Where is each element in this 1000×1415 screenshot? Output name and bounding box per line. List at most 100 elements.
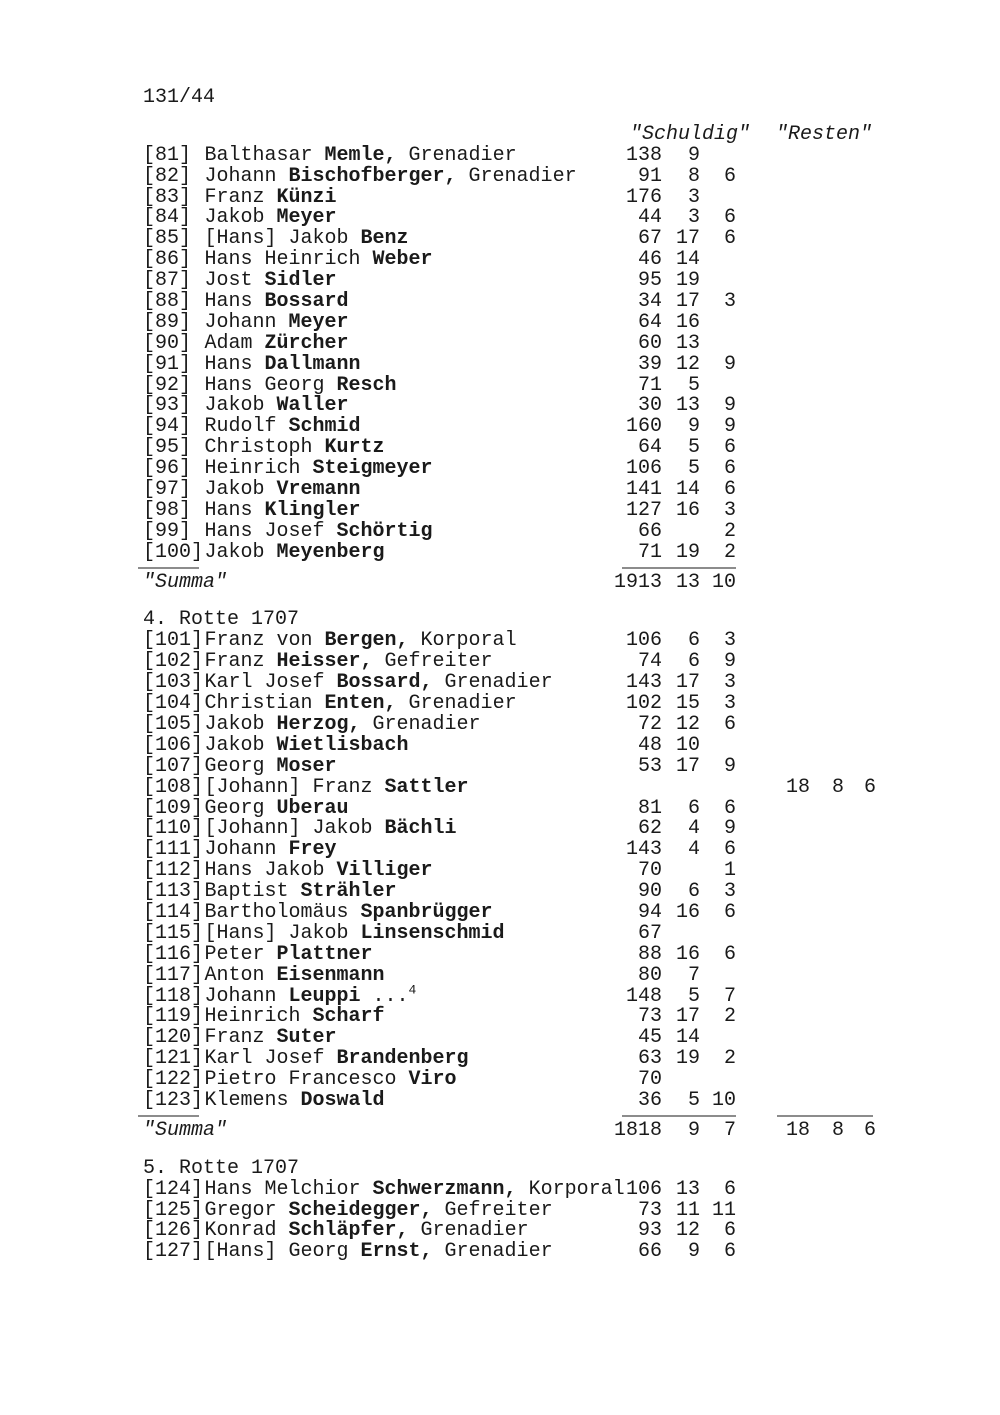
- entry-name: Johann Leuppi ...4: [204, 981, 417, 1008]
- surname: Schläpfer,: [288, 1219, 409, 1243]
- schuldig-value: 39: [637, 352, 662, 376]
- schuldig-value: 6: [687, 650, 700, 674]
- entry-number: [85]: [143, 227, 192, 251]
- surname: Dallmann: [264, 352, 361, 376]
- schuldig-value: 17: [675, 754, 700, 778]
- schuldig-value: 7: [687, 963, 700, 987]
- surname: Linsenschmid: [360, 921, 505, 945]
- schuldig-total: 13: [675, 570, 700, 594]
- surname: Enten,: [324, 692, 397, 716]
- schuldig-value: 13: [675, 331, 700, 355]
- ledger-row: [108] [Johann] Franz Sattler 18 8 6: [143, 775, 883, 799]
- entry-number: [81]: [143, 143, 192, 167]
- surname: Bergen,: [324, 629, 409, 653]
- ledger-row: [112] Hans Jakob Villiger 70 1: [143, 859, 883, 883]
- entry-name: Konrad Schläpfer, Grenadier: [204, 1219, 529, 1243]
- entry-number: [95]: [143, 436, 192, 460]
- entry-name: Johann Bischofberger, Grenadier: [204, 164, 577, 188]
- schuldig-value: 9: [723, 415, 736, 439]
- surname: Spanbrügger: [360, 900, 493, 924]
- schuldig-value: 66: [637, 519, 662, 543]
- schuldig-value: 14: [675, 478, 700, 502]
- ledger-row: [93] Jakob Waller 30 13 9: [143, 396, 883, 417]
- surname: Meyer: [276, 206, 337, 230]
- schuldig-value: 6: [687, 880, 700, 904]
- schuldig-value: 90: [637, 880, 662, 904]
- schuldig-value: 3: [687, 206, 700, 230]
- schuldig-value: 30: [637, 394, 662, 418]
- ledger-row: [103] Karl Josef Bossard, Grenadier 143 17 3: [143, 671, 883, 695]
- ledger-row: [114] Bartholomäus Spanbrügger 94 16 6: [143, 900, 883, 924]
- schuldig-value: 13: [675, 1177, 700, 1201]
- schuldig-value: 4: [687, 817, 700, 841]
- surname: Weber: [372, 248, 433, 272]
- ledger-row: [91] Hans Dallmann 39 12 9: [143, 352, 883, 376]
- ledger-row: [111] Johann Frey 143 4 6: [143, 839, 883, 861]
- schuldig-value: 2: [723, 1047, 736, 1071]
- schuldig-total: 1818: [613, 1118, 662, 1142]
- entry-name: Johann Meyer: [204, 310, 349, 334]
- ledger-row: [119] Heinrich Scharf 73 17 2: [143, 1005, 883, 1029]
- ledger-row: [110] [Johann] Jakob Bächli 62 4 9: [143, 817, 883, 841]
- surname: Leuppi: [288, 984, 361, 1008]
- surname: Kurtz: [324, 436, 385, 460]
- entry-name: Karl Josef Bossard, Grenadier: [204, 671, 553, 695]
- schuldig-value: 91: [637, 164, 662, 188]
- schuldig-value: 106: [625, 457, 662, 481]
- ledger-row: [85] [Hans] Jakob Benz 67 17 6: [143, 227, 883, 251]
- resten-value: 8: [831, 775, 844, 799]
- entry-name: Georg Moser: [204, 754, 337, 778]
- ledger-row: [126] Konrad Schläpfer, Grenadier 93 12 6: [143, 1219, 883, 1243]
- footnote-marker: 4: [408, 981, 417, 997]
- ledger-row: [86] Hans Heinrich Weber 46 14: [143, 248, 883, 272]
- entry-number: [94]: [143, 415, 192, 439]
- surname: Klingler: [264, 498, 361, 522]
- schuldig-value: 12: [675, 352, 700, 376]
- schuldig-sum-rule: [622, 566, 736, 569]
- entry-number: [100]: [143, 540, 204, 564]
- entry-number: [99]: [143, 519, 192, 543]
- surname: Suter: [276, 1026, 337, 1050]
- entry-name: Heinrich Scharf: [204, 1005, 385, 1029]
- schuldig-value: 14: [675, 248, 700, 272]
- entry-number: [122]: [143, 1068, 204, 1092]
- schuldig-value: 6: [723, 1177, 736, 1201]
- entry-number: [86]: [143, 248, 192, 272]
- surname: Vremann: [276, 478, 361, 502]
- entry-name: Hans Jakob Villiger: [204, 859, 433, 883]
- section-heading: 4. Rotte 1707: [143, 608, 300, 632]
- surname: Schmid: [288, 415, 361, 439]
- schuldig-value: 71: [637, 540, 662, 564]
- schuldig-value: 9: [687, 1240, 700, 1264]
- schuldig-value: 16: [675, 498, 700, 522]
- entry-number: [118]: [143, 984, 204, 1008]
- entry-number: [108]: [143, 775, 204, 799]
- entry-number: [114]: [143, 900, 204, 924]
- schuldig-value: 73: [637, 1198, 662, 1222]
- resten-column-header: "Resten": [776, 122, 873, 146]
- surname: Herzog,: [276, 712, 361, 736]
- summa-row: "Summa" 1913 13 10: [143, 570, 883, 594]
- ledger-row: [84] Jakob Meyer 44 3 6: [143, 208, 883, 229]
- entry-name: Hans Josef Schörtig: [204, 519, 433, 543]
- resten-total: 18: [785, 1118, 810, 1142]
- entry-number: [124]: [143, 1177, 204, 1201]
- entry-number: [87]: [143, 269, 192, 293]
- schuldig-value: 62: [637, 817, 662, 841]
- schuldig-value: 6: [687, 629, 700, 653]
- ledger-row: [81] Balthasar Memle, Grenadier 138 9: [143, 143, 883, 167]
- entry-number: [89]: [143, 310, 192, 334]
- schuldig-value: 63: [637, 1047, 662, 1071]
- schuldig-value: 12: [675, 1219, 700, 1243]
- ledger-row: [117] Anton Eisenmann 80 7: [143, 963, 883, 987]
- schuldig-value: 67: [637, 227, 662, 251]
- schuldig-value: 127: [625, 498, 662, 522]
- ledger-row: [82] Johann Bischofberger, Grenadier 91 8 6: [143, 164, 883, 188]
- entry-name: Baptist Strähler: [204, 880, 397, 904]
- surname: Resch: [336, 373, 397, 397]
- schuldig-value: 70: [637, 1068, 662, 1092]
- schuldig-value: 3: [723, 692, 736, 716]
- schuldig-value: 73: [637, 1005, 662, 1029]
- schuldig-value: 66: [637, 1240, 662, 1264]
- entry-name: Georg Uberau: [204, 796, 349, 820]
